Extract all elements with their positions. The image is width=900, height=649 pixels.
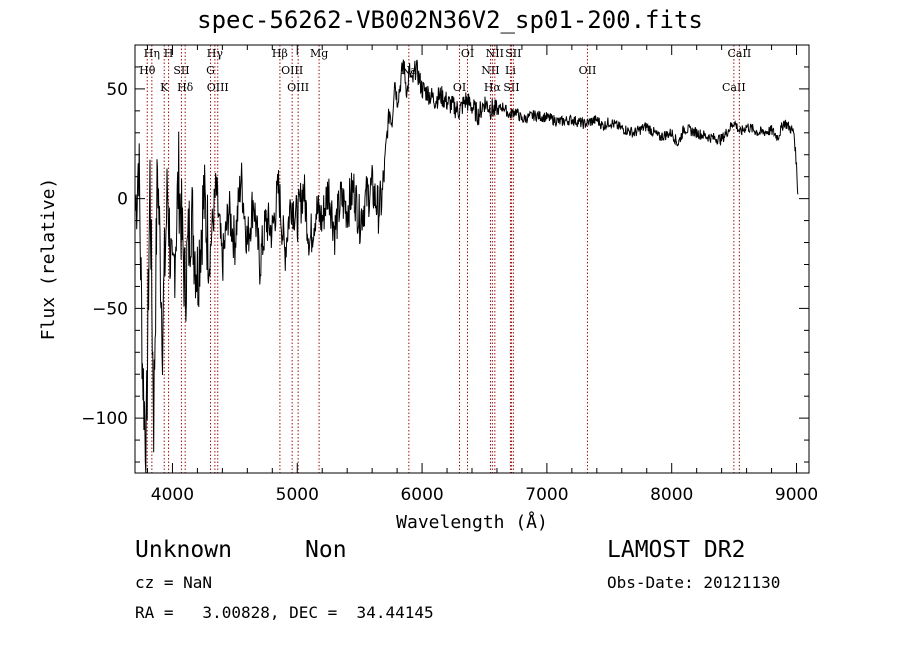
chart-title: spec-56262-VB002N36V2_sp01-200.fits <box>197 6 703 34</box>
y-tick-label: −50 <box>92 299 128 319</box>
survey-label: LAMOST DR2 <box>607 537 746 563</box>
spectral-line-label: NII <box>486 47 504 60</box>
x-tick-label: 9000 <box>775 485 818 505</box>
spectral-line-label: CaII <box>728 47 752 60</box>
spectral-line-label: OII <box>579 64 597 77</box>
spectral-line-label: OI <box>461 47 474 60</box>
spectral-line-label: Hδ <box>177 81 194 94</box>
spectral-line-label: OIII <box>207 81 229 94</box>
object-subclass: Non <box>305 537 347 563</box>
spectral-line-label: Hθ <box>139 64 156 77</box>
y-tick-label: 0 <box>117 190 128 210</box>
spectral-line-label: Hα <box>484 81 502 94</box>
y-axis-label: Flux (relative) <box>38 178 59 341</box>
spectral-line-label: Hβ <box>272 47 288 60</box>
redshift-cz: cz = NaN <box>135 573 213 592</box>
spectral-line-label: G <box>206 64 215 77</box>
spectral-line-label: NII <box>481 64 499 77</box>
x-tick-label: 7000 <box>525 485 568 505</box>
spectral-line-label: CaII <box>722 81 746 94</box>
object-class: Unknown <box>135 537 232 563</box>
obs-date: Obs-Date: 20121130 <box>607 573 781 592</box>
spectral-line-label: SII <box>173 64 189 77</box>
spectral-line-label: Hγ <box>207 47 224 60</box>
spectral-line-label: OIII <box>281 64 303 77</box>
y-tick-label: 50 <box>106 80 128 100</box>
x-axis-label: Wavelength (Å) <box>396 511 548 533</box>
spectral-line-label: Li <box>505 64 516 77</box>
spectral-line-label: K <box>160 81 169 94</box>
spectral-line-label: SII <box>503 81 519 94</box>
spectral-line-label: H <box>164 47 174 60</box>
x-tick-label: 8000 <box>650 485 693 505</box>
x-tick-label: 4000 <box>151 485 194 505</box>
x-tick-label: 5000 <box>276 485 319 505</box>
spectral-line-label: OI <box>453 81 466 94</box>
spectral-line-label: Hη <box>144 47 160 60</box>
spectrum-series-line <box>135 59 799 474</box>
spectral-line-label: Mg <box>310 47 328 60</box>
x-tick-label: 6000 <box>400 485 443 505</box>
y-tick-label: −100 <box>81 409 128 429</box>
spectral-line-label: SII <box>505 47 521 60</box>
spectral-line-label: OIII <box>287 81 309 94</box>
ra-dec: RA = 3.00828, DEC = 34.44145 <box>135 603 434 622</box>
